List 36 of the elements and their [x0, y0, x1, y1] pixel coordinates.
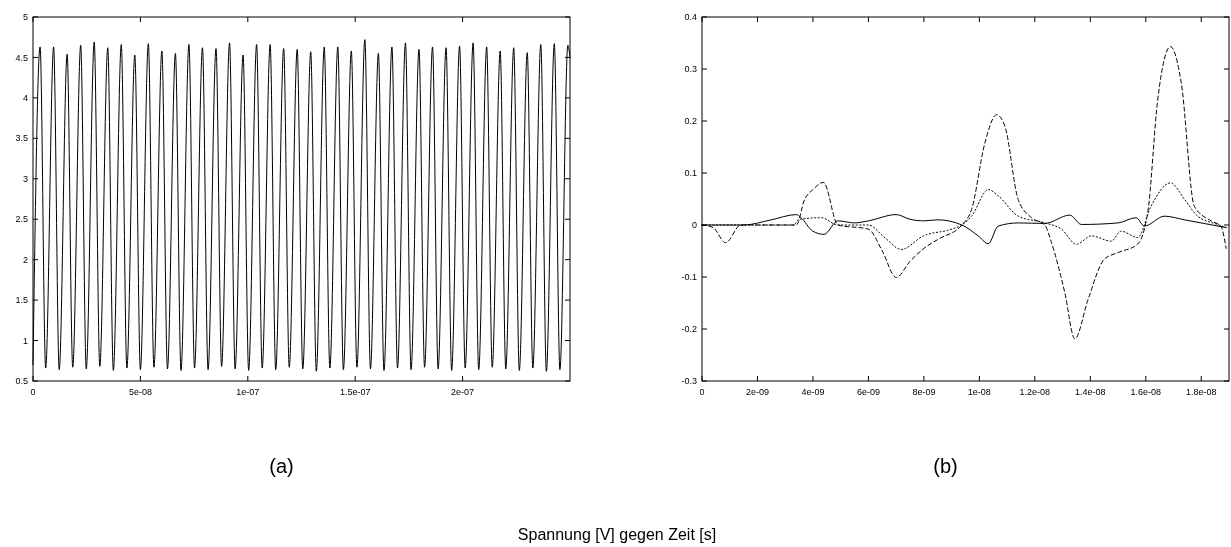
x-tick-label: 0 [699, 387, 705, 397]
y-tick-label: 4.5 [15, 52, 28, 63]
y-tick-label: 2.5 [15, 214, 28, 225]
y-tick-label: 0.4 [684, 12, 697, 23]
y-tick-label: 0 [691, 220, 697, 231]
text: (a) [269, 455, 294, 477]
text: (b) [933, 455, 958, 477]
x-tick-label: 1.6e-08 [1130, 387, 1162, 397]
y-tick-label: 3 [22, 173, 28, 184]
x-tick-label: 8e-09 [912, 387, 936, 397]
x-tick-label: 1.2e-08 [1019, 387, 1051, 397]
y-tick-label: -0.3 [681, 376, 697, 387]
x-tick-label: 1e-08 [967, 387, 991, 397]
x-tick-label: 5e-08 [128, 387, 152, 397]
y-tick-label: 2 [22, 254, 28, 265]
y-tick-label: 0.1 [684, 168, 697, 179]
x-tick-label: 1.4e-08 [1075, 387, 1106, 397]
x-tick-label: 1.5e-07 [339, 387, 371, 397]
x-tick-label: 2e-09 [745, 387, 769, 397]
y-tick-label: 3.5 [15, 133, 28, 144]
y-tick-label: -0.1 [681, 272, 697, 283]
text: Spannung [V] gegen Zeit [s] [517, 526, 717, 543]
x-tick-label: 1.8e-08 [1186, 387, 1217, 397]
y-tick-label: -0.2 [681, 324, 697, 335]
y-tick-label: 1 [22, 335, 28, 346]
y-tick-label: 0.2 [684, 116, 697, 127]
x-tick-label: 1e-07 [236, 387, 260, 397]
x-tick-label: 4e-09 [801, 387, 825, 397]
y-tick-label: 0.3 [684, 64, 697, 75]
y-tick-label: 0.5 [15, 376, 28, 387]
x-tick-label: 2e-07 [451, 387, 475, 397]
y-tick-label: 1.5 [15, 295, 28, 306]
x-tick-label: 6e-09 [856, 387, 880, 397]
y-tick-label: 5 [22, 12, 28, 23]
x-tick-label: 0 [30, 387, 36, 397]
y-tick-label: 4 [22, 93, 28, 104]
